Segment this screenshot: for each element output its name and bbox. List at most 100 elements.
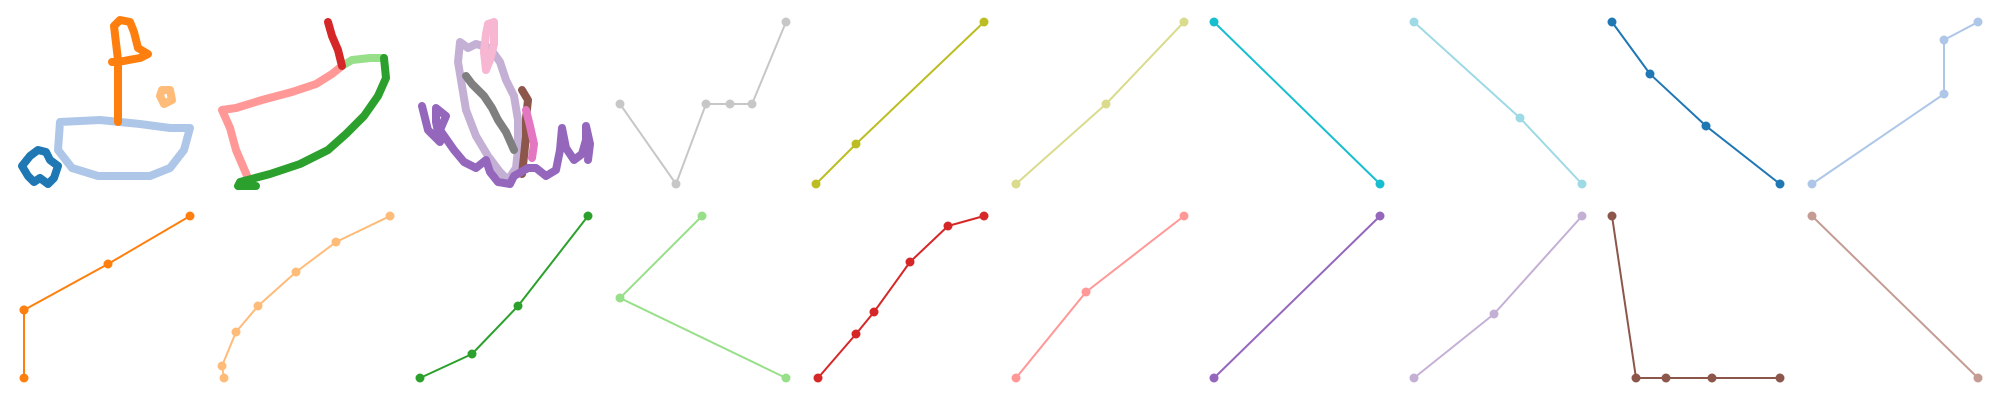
line-panel-4-path — [1413, 21, 1583, 185]
line-panel-15 — [1607, 211, 1785, 383]
line-panel-10 — [615, 211, 791, 383]
sketch-bird-stroke-3 — [518, 86, 532, 178]
line-panel-0-point-4 — [747, 99, 757, 109]
line-panel-10-path — [619, 215, 787, 379]
line-panel-11-point-3 — [905, 257, 915, 267]
line-panel-8-path — [221, 215, 391, 379]
line-panel-15-point-4 — [1775, 373, 1785, 383]
line-panel-7-path — [23, 215, 191, 379]
line-panel-1-path — [815, 21, 985, 185]
sketch-bird — [418, 18, 594, 188]
sketch-bird-stroke-1 — [480, 18, 498, 74]
line-panel-6-point-0 — [1807, 179, 1817, 189]
freehand-sketch-layer — [18, 16, 594, 190]
line-panel-12-point-1 — [1081, 287, 1091, 297]
line-panel-15-point-3 — [1707, 373, 1717, 383]
line-panel-15-point-0 — [1607, 211, 1617, 221]
line-panel-3-point-0 — [1209, 17, 1219, 27]
line-panel-0-path — [619, 21, 787, 185]
line-panel-0-point-3 — [725, 99, 735, 109]
line-panel-9 — [415, 211, 593, 383]
sketch-shoe-stroke-0 — [218, 62, 346, 182]
line-panel-10-point-0 — [697, 211, 707, 221]
line-panel-16-point-1 — [1973, 373, 1983, 383]
polyline-panel-layer — [19, 17, 1983, 383]
line-panel-5-point-0 — [1607, 17, 1617, 27]
line-panel-0-point-0 — [615, 99, 625, 109]
line-panel-4 — [1409, 17, 1587, 189]
line-panel-6 — [1807, 17, 1983, 189]
line-panel-12-point-2 — [1179, 211, 1189, 221]
line-panel-11 — [813, 211, 989, 383]
line-panel-14-point-1 — [1489, 309, 1499, 319]
line-panel-2-point-1 — [1101, 99, 1111, 109]
line-panel-0-point-1 — [671, 179, 681, 189]
line-panel-8-point-2 — [231, 327, 241, 337]
line-panel-9-point-1 — [467, 349, 477, 359]
line-panel-9-point-0 — [415, 373, 425, 383]
line-panel-12-point-0 — [1011, 373, 1021, 383]
line-panel-5-point-2 — [1701, 121, 1711, 131]
line-panel-8-point-4 — [291, 267, 301, 277]
line-panel-11-path — [817, 215, 985, 379]
line-panel-11-point-0 — [813, 373, 823, 383]
line-panel-7-point-3 — [103, 259, 113, 269]
line-panel-2-path — [1015, 21, 1185, 185]
line-panel-8-point-0 — [219, 373, 229, 383]
line-panel-10-point-2 — [781, 373, 791, 383]
line-panel-6-point-3 — [1973, 17, 1983, 27]
sketch-boat-stroke-3 — [18, 146, 62, 188]
line-panel-15-point-2 — [1661, 373, 1671, 383]
line-panel-5-point-3 — [1775, 179, 1785, 189]
line-panel-9-path — [419, 215, 589, 379]
sketch-bird-stroke-5 — [418, 102, 594, 188]
line-panel-10-point-1 — [615, 293, 625, 303]
line-panel-13 — [1209, 211, 1385, 383]
line-panel-13-point-1 — [1375, 211, 1385, 221]
line-panel-6-point-1 — [1939, 89, 1949, 99]
line-panel-0-point-5 — [781, 17, 791, 27]
line-panel-15-path — [1611, 215, 1780, 379]
line-panel-13-point-0 — [1209, 373, 1219, 383]
line-panel-7-point-1 — [19, 373, 29, 383]
line-panel-15-point-1 — [1631, 373, 1641, 383]
sketch-shoe-stroke-3 — [324, 18, 346, 70]
line-panel-5 — [1607, 17, 1785, 189]
sketch-bird-stroke-2 — [462, 72, 518, 154]
line-panel-6-path — [1811, 21, 1979, 185]
line-panel-9-point-3 — [583, 211, 593, 221]
sketch-shoe — [218, 18, 390, 190]
line-panel-5-path — [1611, 21, 1781, 185]
line-panel-3 — [1209, 17, 1385, 189]
line-panel-12 — [1011, 211, 1189, 383]
line-panel-14-point-2 — [1577, 211, 1587, 221]
sketch-shoe-stroke-2 — [234, 54, 390, 190]
line-panel-1 — [811, 17, 989, 189]
line-panel-3-path — [1213, 21, 1381, 185]
line-panel-11-point-1 — [851, 329, 861, 339]
line-panel-4-point-1 — [1515, 113, 1525, 123]
line-panel-0 — [615, 17, 791, 189]
sketch-bird-stroke-4 — [522, 106, 538, 162]
line-panel-4-point-2 — [1577, 179, 1587, 189]
sketch-boat — [18, 16, 194, 188]
line-panel-16-point-0 — [1807, 211, 1817, 221]
sketch-shoe-stroke-1 — [338, 54, 388, 70]
line-panel-16-path — [1811, 215, 1979, 379]
line-panel-13-path — [1213, 215, 1381, 379]
line-panel-6-point-2 — [1939, 35, 1949, 45]
line-panel-8-point-6 — [385, 211, 395, 221]
line-panel-14-path — [1413, 215, 1583, 379]
sketch-boat-stroke-2 — [156, 86, 176, 108]
line-panel-7 — [19, 211, 195, 383]
line-panel-8-point-3 — [253, 301, 263, 311]
line-panel-7-point-4 — [185, 211, 195, 221]
sketch-boat-stroke-0 — [54, 116, 194, 180]
line-panel-16 — [1807, 211, 1983, 383]
line-panel-2-point-0 — [1011, 179, 1021, 189]
line-panel-0-point-2 — [701, 99, 711, 109]
line-panel-1-point-0 — [811, 179, 821, 189]
line-panel-2 — [1011, 17, 1189, 189]
sketch-boat-stroke-1 — [108, 16, 152, 126]
